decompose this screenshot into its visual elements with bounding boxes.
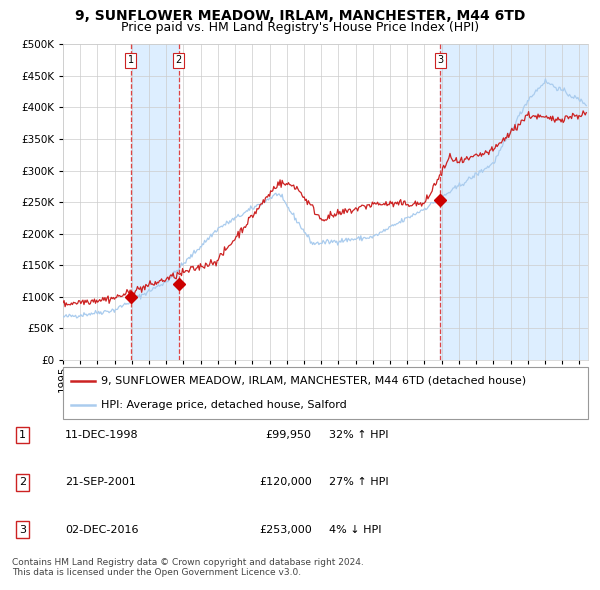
Text: 32% ↑ HPI: 32% ↑ HPI <box>329 430 389 440</box>
Text: 3: 3 <box>437 55 443 65</box>
Text: 2: 2 <box>176 55 182 65</box>
Text: 27% ↑ HPI: 27% ↑ HPI <box>329 477 389 487</box>
Bar <box>440 44 588 360</box>
Text: £99,950: £99,950 <box>266 430 312 440</box>
Text: 9, SUNFLOWER MEADOW, IRLAM, MANCHESTER, M44 6TD: 9, SUNFLOWER MEADOW, IRLAM, MANCHESTER, … <box>75 9 525 23</box>
Text: £120,000: £120,000 <box>259 477 312 487</box>
Text: 02-DEC-2016: 02-DEC-2016 <box>65 525 139 535</box>
Text: £253,000: £253,000 <box>259 525 312 535</box>
Text: 1: 1 <box>128 55 134 65</box>
Text: HPI: Average price, detached house, Salford: HPI: Average price, detached house, Salf… <box>101 400 347 410</box>
FancyBboxPatch shape <box>63 367 588 419</box>
Text: 9, SUNFLOWER MEADOW, IRLAM, MANCHESTER, M44 6TD (detached house): 9, SUNFLOWER MEADOW, IRLAM, MANCHESTER, … <box>101 376 526 386</box>
Text: 21-SEP-2001: 21-SEP-2001 <box>65 477 136 487</box>
Text: 2: 2 <box>19 477 26 487</box>
Text: 4% ↓ HPI: 4% ↓ HPI <box>329 525 382 535</box>
Bar <box>131 44 179 360</box>
Text: 1: 1 <box>19 430 26 440</box>
Text: Contains HM Land Registry data © Crown copyright and database right 2024.
This d: Contains HM Land Registry data © Crown c… <box>12 558 364 577</box>
Text: Price paid vs. HM Land Registry's House Price Index (HPI): Price paid vs. HM Land Registry's House … <box>121 21 479 34</box>
Text: 11-DEC-1998: 11-DEC-1998 <box>65 430 139 440</box>
Text: 3: 3 <box>19 525 26 535</box>
